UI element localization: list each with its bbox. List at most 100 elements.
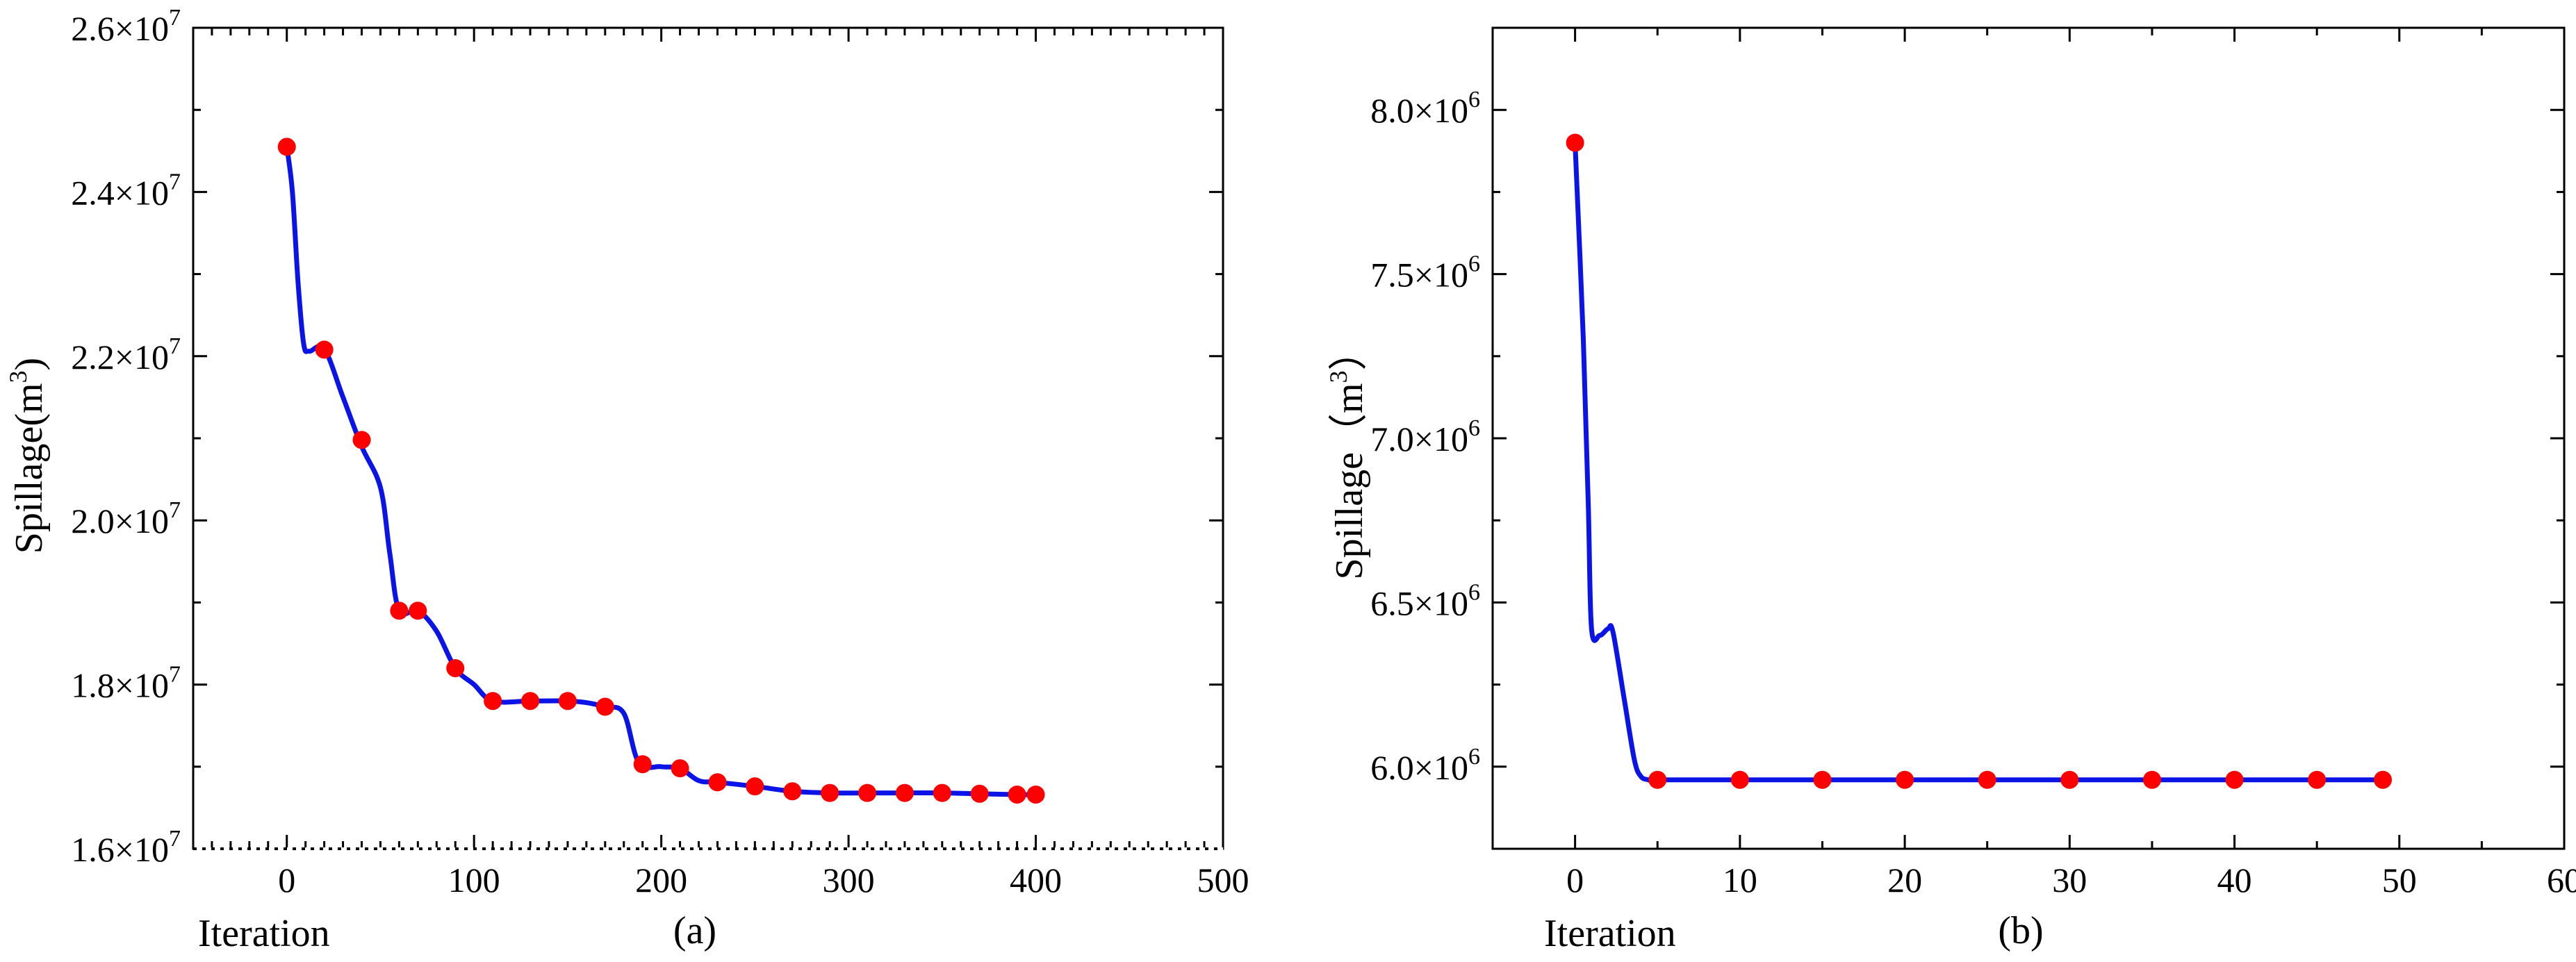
data-point-marker: [521, 692, 540, 711]
y-tick-times-ten: ×10: [1414, 91, 1468, 130]
y-tick-times-ten: ×10: [115, 501, 169, 540]
y-axis-title-superscript: 3: [4, 370, 32, 383]
data-point-marker: [390, 602, 409, 620]
y-tick-exponent: 7: [169, 826, 181, 852]
series-line: [1573, 140, 2386, 783]
y-tick-exponent: 6: [1468, 87, 1480, 113]
x-tick-label: 20: [1887, 861, 1922, 899]
y-tick-times-ten: ×10: [1414, 583, 1468, 622]
x-axis-title: Iteration: [198, 912, 330, 955]
chart-panel-a: 0 100 200 300 400 5001.6×1071.8×1072.0×1072.2…: [4, 5, 1249, 955]
data-point-marker: [821, 783, 839, 802]
y-tick-mantissa: 2.6: [71, 9, 115, 48]
x-tick-label: 50: [2382, 861, 2417, 899]
data-point-marker: [858, 783, 877, 802]
y-tick-mantissa: 7.0: [1370, 420, 1414, 458]
y-tick-exponent: 7: [169, 333, 181, 359]
y-tick-label: 2.4×107: [71, 169, 181, 212]
data-point-marker: [2060, 770, 2079, 789]
data-point-marker: [277, 138, 296, 156]
y-tick-mantissa: 6.5: [1370, 583, 1414, 622]
y-tick-exponent: 7: [169, 5, 181, 31]
data-point-marker: [970, 784, 989, 803]
data-point-marker: [1813, 770, 1832, 789]
y-tick-exponent: 7: [169, 169, 181, 194]
x-tick-label: 200: [635, 861, 687, 899]
data-point-marker: [352, 431, 371, 449]
y-tick-times-ten: ×10: [1414, 420, 1468, 458]
y-tick-label: 6.5×106: [1370, 579, 1480, 622]
y-axis-title-close: ): [8, 358, 51, 371]
y-tick-exponent: 6: [1468, 579, 1480, 605]
y-tick-exponent: 6: [1468, 251, 1480, 277]
x-tick-label: 0: [1566, 861, 1584, 899]
y-axis-title: Spillage(m3): [4, 358, 51, 554]
data-point-marker: [1026, 785, 1045, 804]
y-tick-times-ten: ×10: [115, 666, 169, 705]
y-tick-exponent: 7: [169, 497, 181, 523]
y-tick-label: 2.0×107: [71, 497, 181, 540]
data-point-marker: [895, 783, 914, 802]
x-tick-label: 100: [448, 861, 500, 899]
data-point-marker: [633, 755, 652, 774]
x-tick-label: 40: [2217, 861, 2252, 899]
data-point-marker: [708, 773, 727, 792]
y-tick-times-ten: ×10: [115, 9, 169, 48]
y-tick-mantissa: 2.0: [71, 501, 115, 540]
y-tick-mantissa: 1.6: [71, 830, 115, 869]
y-tick-mantissa: 2.2: [71, 338, 115, 376]
y-tick-exponent: 6: [1468, 415, 1480, 441]
data-point-marker: [2374, 770, 2393, 789]
y-tick-times-ten: ×10: [115, 173, 169, 212]
x-tick-label: 10: [1723, 861, 1757, 899]
x-tick-label: 300: [823, 861, 875, 899]
panel-label: (b): [1998, 909, 2043, 952]
plot-frame-b: [1491, 26, 2566, 850]
y-tick-times-ten: ×10: [1414, 256, 1468, 295]
y-tick-mantissa: 2.4: [71, 173, 115, 212]
y-axis-title-text: Spillage（m: [1328, 383, 1371, 579]
data-point-marker: [783, 782, 802, 801]
data-point-marker: [596, 697, 614, 716]
x-tick-label: 60: [2547, 861, 2576, 899]
data-point-marker: [1566, 133, 1584, 152]
y-tick-mantissa: 6.0: [1370, 748, 1414, 787]
data-point-marker: [409, 602, 427, 620]
data-point-marker: [1978, 770, 1996, 789]
y-tick-times-ten: ×10: [115, 830, 169, 869]
data-point-marker: [315, 340, 334, 359]
data-point-marker: [1730, 770, 1749, 789]
y-tick-label: 6.0×106: [1370, 744, 1480, 787]
y-tick-label: 1.6×107: [71, 826, 181, 869]
x-tick-label: 500: [1197, 861, 1249, 899]
y-axis-title-close: ）: [1328, 331, 1371, 370]
y-tick-times-ten: ×10: [1414, 748, 1468, 787]
panel-label: (a): [673, 909, 716, 952]
data-point-marker: [1008, 785, 1026, 804]
y-axis-title-text: Spillage(m: [8, 383, 51, 554]
y-tick-exponent: 7: [169, 662, 181, 688]
data-point-marker: [2225, 770, 2244, 789]
x-tick-label: 400: [1010, 861, 1062, 899]
data-point-marker: [484, 692, 502, 711]
y-tick-mantissa: 7.5: [1370, 256, 1414, 295]
x-tick-label: 0: [278, 861, 295, 899]
data-point-marker: [671, 759, 689, 778]
y-tick-label: 2.6×107: [71, 5, 181, 48]
data-point-marker: [558, 692, 577, 711]
chart-panel-b: 0 10 20 30 40 50 606.0×1066.5×1067.0×1067.5×10…: [1324, 26, 2576, 955]
y-tick-label: 7.5×106: [1370, 251, 1480, 295]
data-point-marker: [2142, 770, 2161, 789]
y-tick-mantissa: 8.0: [1370, 91, 1414, 130]
y-tick-label: 8.0×106: [1370, 87, 1480, 130]
y-axis-title: Spillage（m3）: [1324, 331, 1371, 579]
data-point-marker: [2308, 770, 2327, 789]
y-tick-label: 7.0×106: [1370, 415, 1480, 458]
data-point-marker: [1896, 770, 1914, 789]
data-point-marker: [933, 783, 951, 802]
y-tick-exponent: 6: [1468, 744, 1480, 770]
x-axis-title: Iteration: [1544, 912, 1676, 955]
plot-frame-a: [192, 26, 1224, 850]
series-line: [284, 144, 1038, 797]
